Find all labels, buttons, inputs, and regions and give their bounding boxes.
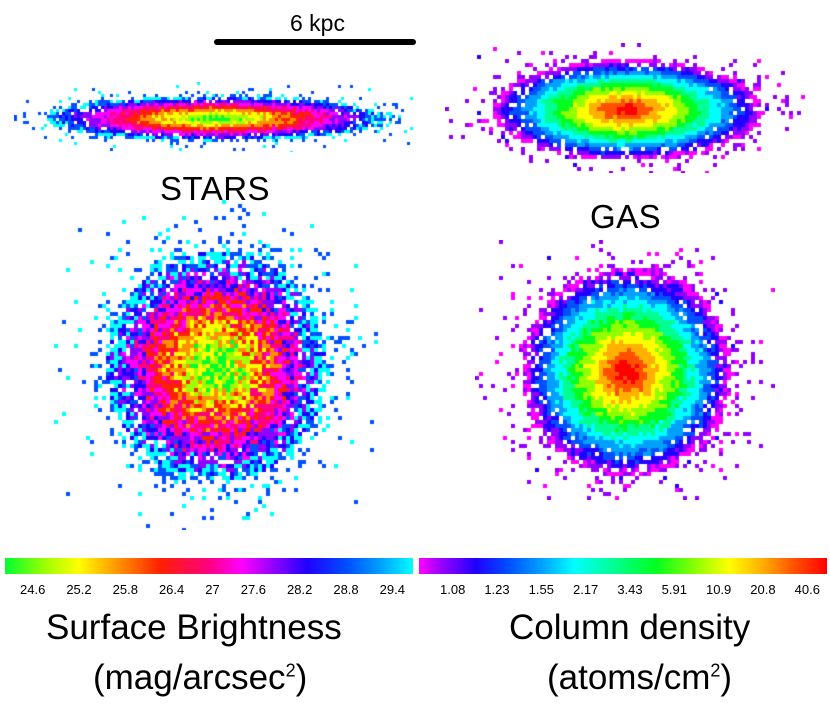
- tick-label: 5.91: [661, 582, 687, 597]
- stars-edge-on-image: [14, 82, 414, 152]
- tick-label: 1.23: [484, 582, 510, 597]
- units-exponent: 2: [710, 660, 721, 681]
- tick-label: 27.6: [240, 582, 267, 597]
- gas-colorbar: [419, 558, 827, 574]
- gas-colorbar-ticks: 1.08 1.23 1.55 2.17 3.43 5.91 10.9 20.8 …: [440, 582, 820, 597]
- gas-label: GAS: [590, 198, 662, 235]
- units-exponent: 2: [285, 660, 296, 681]
- tick-label: 20.8: [750, 582, 776, 597]
- tick-label: 27: [205, 582, 220, 597]
- scale-bar: [214, 39, 416, 45]
- gas-face-on-image: [475, 240, 775, 500]
- tick-label: 25.8: [112, 582, 138, 597]
- tick-label: 24.6: [20, 582, 46, 597]
- tick-label: 26.4: [158, 582, 185, 597]
- tick-label: 1.55: [528, 582, 554, 597]
- tick-label: 29.4: [379, 582, 405, 597]
- tick-label: 1.08: [440, 582, 466, 597]
- tick-label: 28.2: [287, 582, 313, 597]
- tick-label: 25.2: [66, 582, 92, 597]
- tick-label: 2.17: [572, 582, 599, 597]
- units-close: ): [720, 658, 733, 697]
- tick-label: 28.8: [333, 582, 359, 597]
- units-text: (atoms/cm: [547, 658, 711, 697]
- tick-label: 3.43: [617, 582, 643, 597]
- stars-colorbar-title: Surface Brightness: [46, 608, 342, 647]
- tick-label: 10.9: [705, 582, 732, 597]
- scale-label: 6 kpc: [290, 10, 345, 36]
- stars-colorbar-units: (mag/arcsec2): [93, 658, 307, 698]
- units-text: (mag/arcsec: [93, 658, 286, 697]
- stars-colorbar-ticks: 24.6 25.2 25.8 26.4 27 27.6 28.2 28.8 29…: [20, 582, 405, 597]
- stars-face-on-image: [30, 200, 400, 530]
- gas-edge-on-image: [445, 43, 805, 173]
- gas-colorbar-title: Column density: [509, 608, 751, 647]
- units-close: ): [295, 658, 308, 697]
- gas-colorbar-units: (atoms/cm2): [547, 658, 732, 698]
- stars-colorbar: [5, 558, 413, 574]
- tick-label: 40.6: [794, 582, 820, 597]
